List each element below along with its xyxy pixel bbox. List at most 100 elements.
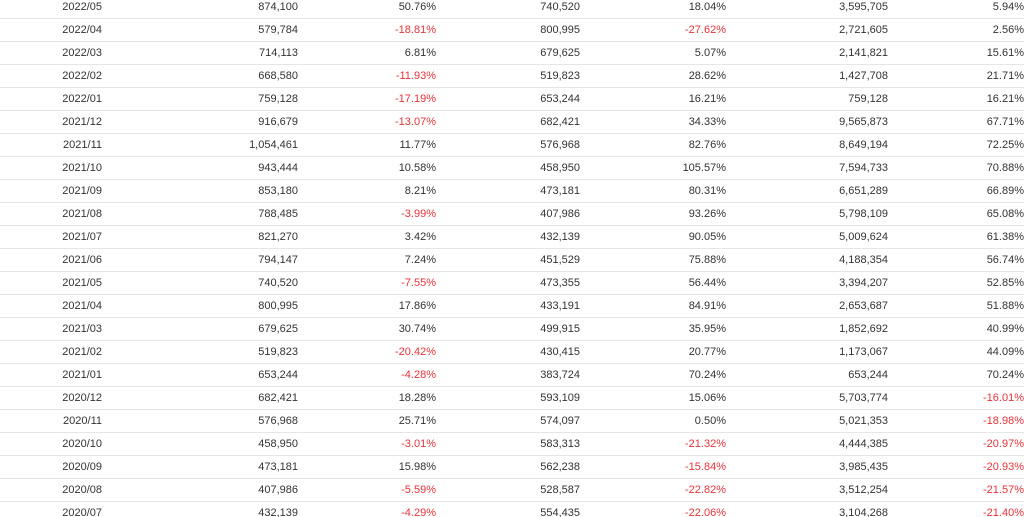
cell-cumulative: 653,244 [726, 363, 888, 387]
cell-value-2: 593,109 [436, 386, 580, 410]
cell-change-1: -11.93% [298, 64, 436, 88]
cell-cumulative-change: -16.01% [888, 386, 1024, 410]
cell-change-2: 105.57% [580, 156, 726, 180]
cell-month: 2021/02 [0, 340, 102, 364]
cell-cumulative: 3,595,705 [726, 0, 888, 19]
cell-change-1: -17.19% [298, 87, 436, 111]
cell-month: 2020/11 [0, 409, 102, 433]
cell-month: 2021/07 [0, 225, 102, 249]
cell-value-2: 451,529 [436, 248, 580, 272]
cell-cumulative-change: 65.08% [888, 202, 1024, 226]
cell-change-2: 5.07% [580, 41, 726, 65]
cell-cumulative: 3,512,254 [726, 478, 888, 502]
cell-change-2: 75.88% [580, 248, 726, 272]
cell-change-2: 84.91% [580, 294, 726, 318]
cell-value-1: 407,986 [102, 478, 298, 502]
table-row: 2020/11 576,968 25.71% 574,097 0.50% 5,021,35… [0, 409, 1024, 433]
cell-change-1: 17.86% [298, 294, 436, 318]
cell-change-2: -21.32% [580, 432, 726, 456]
cell-value-2: 554,435 [436, 501, 580, 517]
cell-change-2: 0.50% [580, 409, 726, 433]
cell-change-1: 3.42% [298, 225, 436, 249]
cell-change-1: 15.98% [298, 455, 436, 479]
table-row: 2021/09 853,180 8.21% 473,181 80.31% 6,651,28… [0, 179, 1024, 203]
cell-month: 2022/05 [0, 0, 102, 19]
cell-month: 2021/10 [0, 156, 102, 180]
table-row: 2022/02 668,580 -11.93% 519,823 28.62% 1,427,… [0, 64, 1024, 88]
cell-cumulative-change: 52.85% [888, 271, 1024, 295]
table-row: 2020/09 473,181 15.98% 562,238 -15.84% 3,985,… [0, 455, 1024, 479]
cell-month: 2020/07 [0, 501, 102, 517]
cell-value-1: 821,270 [102, 225, 298, 249]
cell-cumulative-change: -21.57% [888, 478, 1024, 502]
table-row: 2021/04 800,995 17.86% 433,191 84.91% 2,653,6… [0, 294, 1024, 318]
cell-value-2: 800,995 [436, 18, 580, 42]
cell-month: 2021/04 [0, 294, 102, 318]
table-row: 2021/02 519,823 -20.42% 430,415 20.77% 1,173,… [0, 340, 1024, 364]
cell-change-2: 56.44% [580, 271, 726, 295]
cell-value-2: 574,097 [436, 409, 580, 433]
table-row: 2021/07 821,270 3.42% 432,139 90.05% 5,009,62… [0, 225, 1024, 249]
cell-value-2: 576,968 [436, 133, 580, 157]
cell-change-2: 16.21% [580, 87, 726, 111]
cell-value-2: 519,823 [436, 64, 580, 88]
cell-change-1: 8.21% [298, 179, 436, 203]
cell-cumulative-change: -18.98% [888, 409, 1024, 433]
cell-value-2: 740,520 [436, 0, 580, 19]
cell-month: 2021/05 [0, 271, 102, 295]
cell-cumulative-change: -20.93% [888, 455, 1024, 479]
cell-month: 2021/06 [0, 248, 102, 272]
cell-value-1: 653,244 [102, 363, 298, 387]
cell-change-1: 25.71% [298, 409, 436, 433]
cell-change-2: 18.04% [580, 0, 726, 19]
cell-cumulative: 5,703,774 [726, 386, 888, 410]
cell-change-2: 80.31% [580, 179, 726, 203]
cell-change-2: 15.06% [580, 386, 726, 410]
cell-cumulative: 9,565,873 [726, 110, 888, 134]
cell-month: 2022/01 [0, 87, 102, 111]
cell-change-1: -13.07% [298, 110, 436, 134]
cell-change-2: 28.62% [580, 64, 726, 88]
table-row: 2022/01 759,128 -17.19% 653,244 16.21% 759,12… [0, 87, 1024, 111]
cell-change-1: 30.74% [298, 317, 436, 341]
table-row: 2022/05 874,100 50.76% 740,520 18.04% 3,595,7… [0, 0, 1024, 19]
cell-value-1: 788,485 [102, 202, 298, 226]
cell-cumulative: 8,649,194 [726, 133, 888, 157]
cell-month: 2021/09 [0, 179, 102, 203]
cell-value-2: 383,724 [436, 363, 580, 387]
cell-cumulative: 6,651,289 [726, 179, 888, 203]
cell-value-1: 668,580 [102, 64, 298, 88]
table-row: 2021/05 740,520 -7.55% 473,355 56.44% 3,394,2… [0, 271, 1024, 295]
cell-cumulative-change: 15.61% [888, 41, 1024, 65]
cell-cumulative-change: 66.89% [888, 179, 1024, 203]
cell-value-1: 682,421 [102, 386, 298, 410]
cell-cumulative: 1,427,708 [726, 64, 888, 88]
cell-cumulative: 1,852,692 [726, 317, 888, 341]
cell-cumulative: 5,021,353 [726, 409, 888, 433]
cell-month: 2021/03 [0, 317, 102, 341]
cell-change-1: 10.58% [298, 156, 436, 180]
cell-value-2: 433,191 [436, 294, 580, 318]
cell-month: 2020/08 [0, 478, 102, 502]
cell-value-1: 458,950 [102, 432, 298, 456]
cell-month: 2021/01 [0, 363, 102, 387]
table-row: 2021/01 653,244 -4.28% 383,724 70.24% 653,244… [0, 363, 1024, 387]
cell-value-2: 679,625 [436, 41, 580, 65]
cell-change-1: -18.81% [298, 18, 436, 42]
cell-cumulative-change: 21.71% [888, 64, 1024, 88]
cell-change-1: 18.28% [298, 386, 436, 410]
cell-value-2: 682,421 [436, 110, 580, 134]
cell-cumulative-change: 44.09% [888, 340, 1024, 364]
cell-value-1: 916,679 [102, 110, 298, 134]
cell-value-2: 458,950 [436, 156, 580, 180]
cell-change-2: 70.24% [580, 363, 726, 387]
cell-value-2: 499,915 [436, 317, 580, 341]
cell-cumulative-change: 5.94% [888, 0, 1024, 19]
cell-value-1: 714,113 [102, 41, 298, 65]
cell-value-1: 432,139 [102, 501, 298, 517]
cell-cumulative: 4,444,385 [726, 432, 888, 456]
table-row: 2020/12 682,421 18.28% 593,109 15.06% 5,703,7… [0, 386, 1024, 410]
cell-change-1: 11.77% [298, 133, 436, 157]
